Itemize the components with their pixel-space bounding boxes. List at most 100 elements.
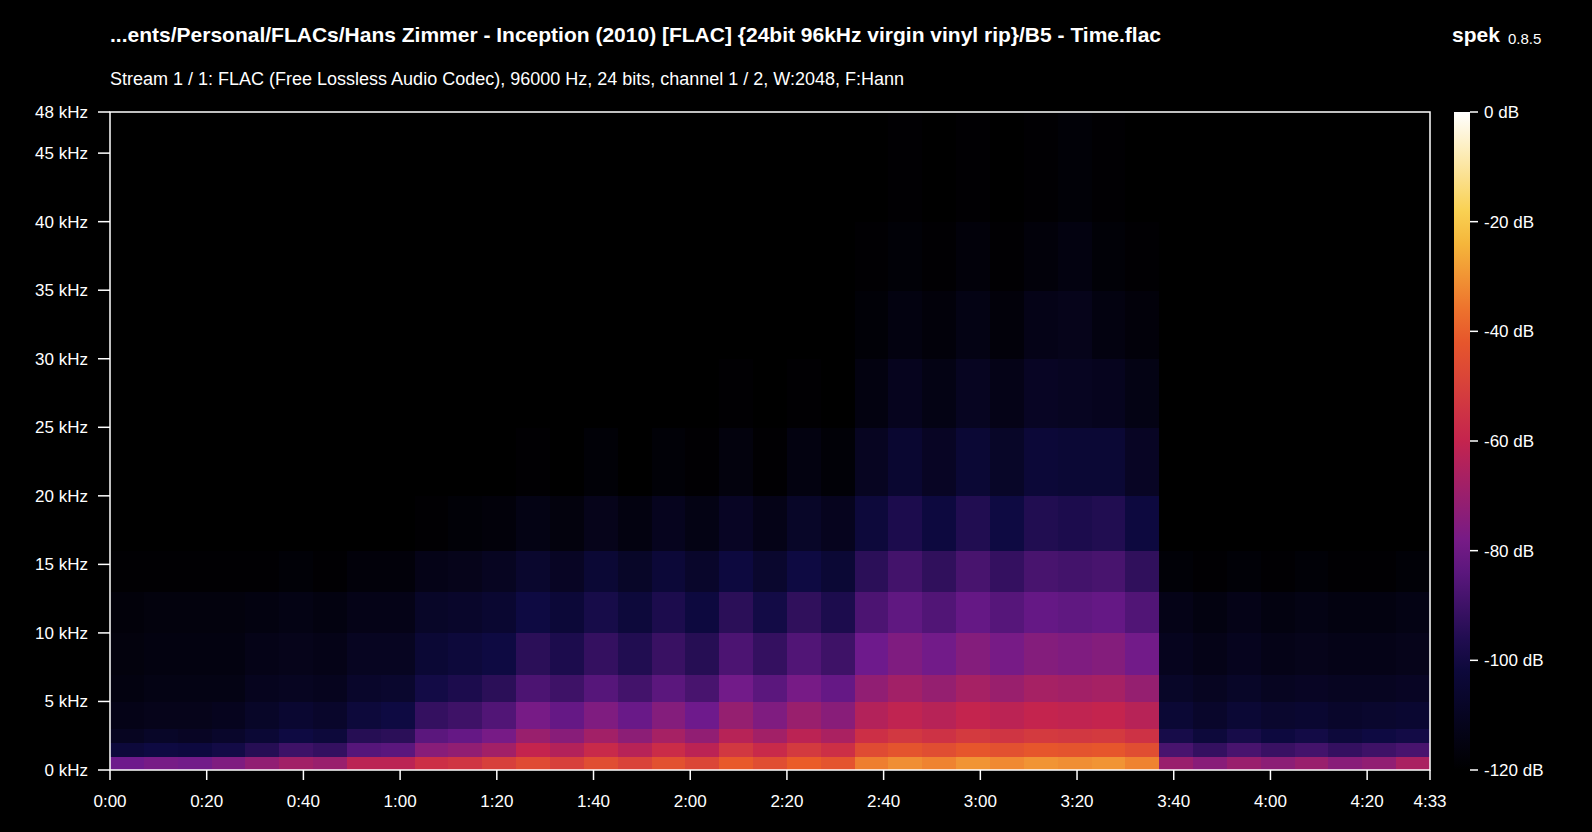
cell xyxy=(652,222,686,291)
cell xyxy=(1092,496,1126,551)
cell xyxy=(1362,496,1396,551)
cell xyxy=(685,112,719,222)
cell xyxy=(381,290,415,359)
cell xyxy=(652,592,686,634)
cell xyxy=(448,674,482,702)
cell xyxy=(719,359,753,428)
cell xyxy=(448,551,482,593)
cell xyxy=(1125,729,1159,743)
cell xyxy=(990,633,1024,675)
cell xyxy=(144,290,178,359)
cell xyxy=(110,290,144,359)
cell xyxy=(1125,222,1159,291)
cell xyxy=(922,359,956,428)
cell xyxy=(855,756,889,770)
cell xyxy=(719,592,753,634)
colorbar-label: -40 dB xyxy=(1484,322,1534,341)
cell xyxy=(313,496,347,551)
y-tick-label: 5 kHz xyxy=(45,692,88,711)
cell xyxy=(990,592,1024,634)
cell xyxy=(888,551,922,593)
cell xyxy=(1396,756,1430,770)
cell xyxy=(110,729,144,743)
cell xyxy=(719,222,753,291)
cell xyxy=(212,729,246,743)
cell xyxy=(1193,701,1227,729)
cell xyxy=(618,427,652,496)
cell xyxy=(922,729,956,743)
cell xyxy=(516,427,550,496)
y-tick-label: 20 kHz xyxy=(35,487,88,506)
cell xyxy=(922,701,956,729)
cell xyxy=(1024,496,1058,551)
cell xyxy=(1261,633,1295,675)
cell xyxy=(753,551,787,593)
cell xyxy=(347,592,381,634)
cell xyxy=(1261,359,1295,428)
cell xyxy=(516,743,550,757)
cell xyxy=(821,674,855,702)
cell xyxy=(685,359,719,428)
cell xyxy=(313,222,347,291)
cell xyxy=(245,729,279,743)
cell xyxy=(381,592,415,634)
cell xyxy=(1396,359,1430,428)
cell xyxy=(1193,551,1227,593)
y-tick xyxy=(98,152,110,154)
cell xyxy=(178,496,212,551)
cell xyxy=(212,290,246,359)
cell xyxy=(245,743,279,757)
cell xyxy=(618,729,652,743)
cell xyxy=(956,701,990,729)
cell xyxy=(888,222,922,291)
cell xyxy=(347,427,381,496)
cell xyxy=(415,592,449,634)
cell xyxy=(922,633,956,675)
cell xyxy=(1396,592,1430,634)
cell xyxy=(888,112,922,222)
cell xyxy=(719,112,753,222)
cell xyxy=(1058,290,1092,359)
cell xyxy=(922,551,956,593)
x-tick xyxy=(689,770,691,780)
cell xyxy=(618,551,652,593)
cell xyxy=(245,674,279,702)
cell xyxy=(855,729,889,743)
cell xyxy=(584,112,618,222)
cell xyxy=(618,112,652,222)
cell xyxy=(144,633,178,675)
cell xyxy=(652,729,686,743)
cell xyxy=(1125,701,1159,729)
cell xyxy=(956,496,990,551)
cell xyxy=(719,674,753,702)
cell xyxy=(855,743,889,757)
cell xyxy=(448,633,482,675)
cell xyxy=(279,222,313,291)
x-tick xyxy=(1429,770,1431,780)
cell xyxy=(1058,592,1092,634)
x-tick xyxy=(1270,770,1272,780)
cell xyxy=(753,427,787,496)
cell xyxy=(888,427,922,496)
cell xyxy=(1261,592,1295,634)
cell xyxy=(1227,551,1261,593)
cell xyxy=(1092,701,1126,729)
cell xyxy=(1328,729,1362,743)
cell xyxy=(1362,743,1396,757)
cell xyxy=(279,756,313,770)
cell xyxy=(1058,743,1092,757)
title: ...ents/Personal/FLACs/Hans Zimmer - Inc… xyxy=(110,23,1161,46)
cell xyxy=(685,290,719,359)
cell xyxy=(685,633,719,675)
cell xyxy=(753,756,787,770)
cell xyxy=(516,551,550,593)
cell xyxy=(584,756,618,770)
cell xyxy=(685,551,719,593)
cell xyxy=(313,592,347,634)
cell xyxy=(1125,756,1159,770)
cell xyxy=(110,592,144,634)
cell xyxy=(1024,359,1058,428)
cell xyxy=(787,359,821,428)
cell xyxy=(279,496,313,551)
cell xyxy=(1227,359,1261,428)
